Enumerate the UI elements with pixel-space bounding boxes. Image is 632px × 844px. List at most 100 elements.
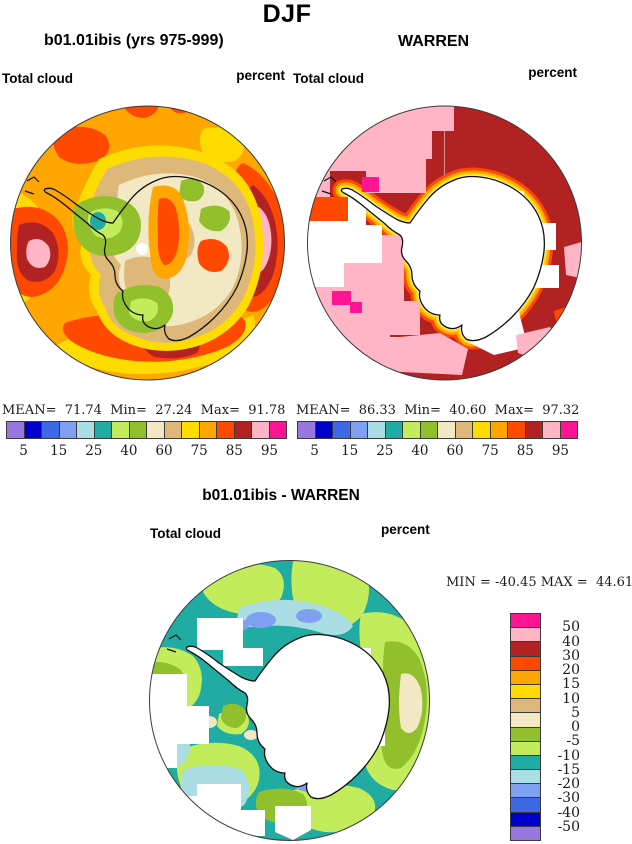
colorbar-tick-label: 60 bbox=[446, 443, 464, 459]
coastline bbox=[43, 175, 249, 342]
colorbar-cell bbox=[384, 422, 402, 438]
colorbar-cell bbox=[41, 422, 59, 438]
diff-subtitle: b01.01ibis - WARREN bbox=[202, 487, 360, 504]
colorbar-cell bbox=[511, 811, 540, 826]
figure-title: DJF bbox=[262, 0, 312, 28]
diff-map bbox=[149, 560, 430, 841]
diff-map-contours bbox=[149, 560, 430, 841]
colorbar-tick-label: 40 bbox=[120, 443, 138, 459]
model-map-contours bbox=[10, 106, 285, 380]
colorbar-tick-label: 15 bbox=[341, 443, 359, 459]
obs-map bbox=[307, 105, 582, 381]
colorbar-cell bbox=[268, 422, 286, 438]
obs-units-label: percent bbox=[528, 65, 577, 80]
colorbar-tick-label: -5 bbox=[566, 733, 580, 750]
colorbar-cell bbox=[314, 422, 332, 438]
colorbar-tick-label: 15 bbox=[562, 676, 580, 693]
coastline bbox=[340, 175, 546, 342]
colorbar-tick-label: 5 bbox=[19, 443, 28, 459]
colorbar-tick-label: 30 bbox=[562, 647, 580, 664]
colorbar-cell bbox=[111, 422, 129, 438]
colorbar-cell bbox=[511, 641, 540, 656]
colorbar-cell bbox=[511, 683, 540, 699]
colorbar-cell bbox=[511, 614, 540, 628]
colorbar-tick-label: -30 bbox=[557, 790, 580, 807]
colorbar-cell bbox=[542, 422, 560, 438]
obs-subtitle: WARREN bbox=[398, 33, 470, 50]
colorbar-cell bbox=[233, 422, 251, 438]
colorbar-tick-label: 85 bbox=[516, 443, 534, 459]
obs-stats-line: MEAN= 86.33 Min= 40.60 Max= 97.32 bbox=[296, 403, 580, 418]
coastline bbox=[185, 633, 391, 800]
map-boundary-circle bbox=[149, 560, 430, 841]
diff-stats-line: MIN = -40.45 MAX = 44.61 bbox=[446, 575, 632, 590]
colorbar-cell bbox=[511, 797, 540, 812]
model-stats-line: MEAN= 71.74 Min= 27.24 Max= 91.78 bbox=[2, 403, 286, 418]
colorbar-tick-label: 60 bbox=[155, 443, 173, 459]
colorbar-tick-label: 10 bbox=[562, 690, 580, 707]
colorbar-cell bbox=[76, 422, 94, 438]
map-boundary-circle bbox=[10, 105, 285, 381]
model-map bbox=[10, 105, 285, 381]
colorbar-tick-label: -40 bbox=[557, 804, 580, 821]
colorbar-cell bbox=[437, 422, 455, 438]
colorbar-tick-label: 50 bbox=[562, 619, 580, 636]
model-units-label: percent bbox=[236, 68, 285, 83]
colorbar-tick-label: 75 bbox=[190, 443, 208, 459]
model-field-label: Total cloud bbox=[2, 71, 73, 86]
colorbar-tick-label: 95 bbox=[260, 443, 279, 459]
colorbar-cell bbox=[7, 422, 24, 438]
model-subtitle: b01.01ibis (yrs 975-999) bbox=[44, 32, 224, 49]
peninsula-islands bbox=[166, 634, 182, 653]
obs-field-label: Total cloud bbox=[293, 71, 364, 86]
colorbar-cell bbox=[489, 422, 507, 438]
colorbar-obs bbox=[297, 421, 578, 439]
continent-group bbox=[166, 633, 391, 800]
colorbar-cell bbox=[58, 422, 76, 438]
colorbar-tick-label: 20 bbox=[562, 662, 580, 678]
colorbar-cell bbox=[507, 422, 525, 438]
colorbar-obs-ticks: 5 15 25 40 60 75 85 95 bbox=[297, 443, 578, 459]
colorbar-cell bbox=[511, 655, 540, 670]
obs-map-contours bbox=[307, 106, 582, 380]
colorbar-cell bbox=[454, 422, 472, 438]
colorbar-tick-label: -50 bbox=[557, 818, 580, 835]
colorbar-model bbox=[6, 421, 287, 439]
colorbar-tick-label: 25 bbox=[85, 443, 103, 459]
colorbar-tick-label: 25 bbox=[376, 443, 394, 459]
colorbar-cell bbox=[216, 422, 234, 438]
colorbar-model-ticks: 5 15 25 40 60 75 85 95 bbox=[6, 443, 287, 459]
colorbar-cell bbox=[511, 825, 540, 840]
colorbar-tick-label: -20 bbox=[557, 776, 580, 792]
diff-units-label: percent bbox=[381, 522, 430, 537]
colorbar-diff-ticks: 50 40 30 20 15 10 5 0 -5 -10 -15 -20 -30 -40 -50 bbox=[546, 613, 580, 841]
colorbar-cell bbox=[524, 422, 542, 438]
colorbar-cell bbox=[511, 669, 540, 684]
colorbar-tick-label: 5 bbox=[310, 443, 319, 459]
map-boundary-circle bbox=[307, 105, 582, 381]
colorbar-cell bbox=[163, 422, 181, 438]
colorbar-tick-label: -10 bbox=[557, 747, 580, 764]
colorbar-cell bbox=[419, 422, 437, 438]
colorbar-tick-label: 15 bbox=[50, 443, 68, 459]
colorbar-cell bbox=[472, 422, 490, 438]
colorbar-tick-label: 5 bbox=[571, 704, 580, 721]
colorbar-tick-label: 0 bbox=[571, 719, 580, 735]
colorbar-cell bbox=[349, 422, 367, 438]
colorbar-tick-label: 95 bbox=[551, 443, 570, 459]
colorbar-cell bbox=[402, 422, 420, 438]
colorbar-cell bbox=[181, 422, 199, 438]
colorbar-cell bbox=[128, 422, 146, 438]
peninsula-islands bbox=[321, 176, 337, 195]
colorbar-tick-label: 75 bbox=[481, 443, 499, 459]
continent bbox=[341, 176, 545, 341]
pole-hole-dot bbox=[136, 243, 148, 255]
colorbar-cell bbox=[511, 712, 540, 727]
diff-field-label: Total cloud bbox=[150, 526, 221, 541]
colorbar-diff bbox=[510, 613, 541, 841]
colorbar-tick-label: 40 bbox=[562, 633, 580, 650]
colorbar-cell bbox=[511, 627, 540, 642]
colorbar-cell bbox=[93, 422, 111, 438]
colorbar-cell bbox=[251, 422, 269, 438]
